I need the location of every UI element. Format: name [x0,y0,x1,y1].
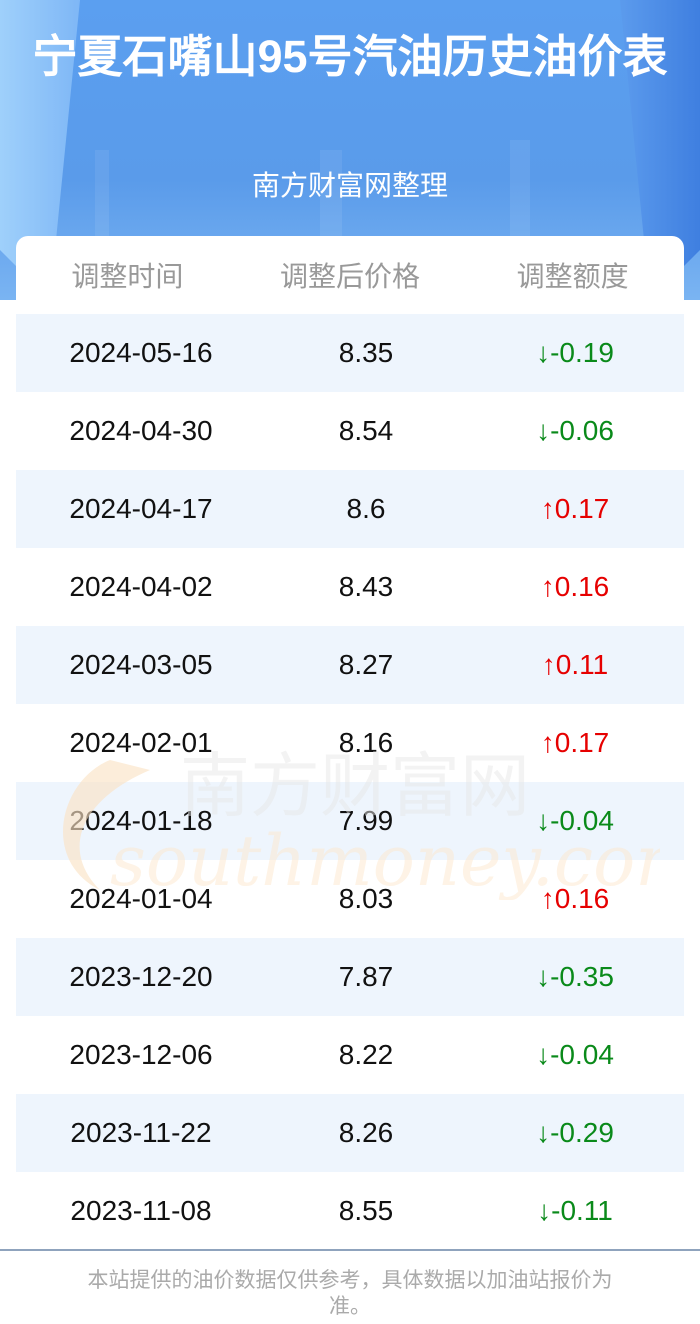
price-cell: 8.27 [338,649,394,680]
price-cell: 8.16 [338,727,394,758]
price-cell: 8.43 [338,571,394,602]
date-cell: 2024-04-17 [69,493,213,524]
date-cell: 2023-12-20 [69,961,213,992]
price-cell: 7.99 [338,805,394,836]
date-cell: 2024-01-04 [69,883,213,914]
change-cell: ↓-0.04 [536,1039,614,1070]
date-cell: 2024-04-02 [69,571,213,602]
price-cell: 8.03 [338,883,394,914]
change-cell: ↓-0.29 [536,1117,614,1148]
price-cell: 8.55 [338,1195,394,1226]
change-cell: ↑0.17 [540,727,610,758]
table-row: 2024-04-17 8.6 ↑0.17 [16,470,684,548]
table-row: 2024-02-01 8.16 ↑0.17 [16,704,684,782]
date-cell: 2023-11-08 [70,1195,212,1226]
price-cell: 8.54 [338,415,394,446]
table-row: 2023-11-08 8.55 ↓-0.11 [16,1172,684,1250]
date-cell: 2024-05-16 [69,337,213,368]
disclaimer: 本站提供的油价数据仅供参考，具体数据以加油站报价为准。 [87,1269,613,1318]
change-cell: ↓-0.11 [537,1195,613,1226]
table-row: 2024-04-02 8.43 ↑0.16 [16,548,684,626]
date-cell: 2024-01-18 [69,805,213,836]
date-cell: 2023-12-06 [69,1039,213,1070]
price-table: 调整时间 调整后价格 调整额度 2024-05-16 8.35 ↓-0.19 2024… [16,236,684,1250]
change-cell: ↓-0.06 [536,415,614,446]
footer-divider [0,1249,700,1251]
price-cell: 7.87 [338,961,394,992]
price-cell: 8.22 [338,1039,394,1070]
table-row: 2023-11-22 8.26 ↓-0.29 [16,1094,684,1172]
date-cell: 2024-03-05 [69,649,213,680]
table-row: 2024-04-30 8.54 ↓-0.06 [16,392,684,470]
change-cell: ↑0.16 [540,883,610,914]
table-row: 2023-12-06 8.22 ↓-0.04 [16,1016,684,1094]
table-header: 调整时间 调整后价格 调整额度 [16,236,684,314]
table-body: 2024-05-16 8.35 ↓-0.19 2024-04-30 8.54 ↓-0.06… [16,314,684,1250]
date-cell: 2024-04-30 [69,415,213,446]
change-cell: ↑0.17 [540,493,610,524]
change-cell: ↓-0.35 [536,961,614,992]
change-cell: ↑0.11 [541,649,609,680]
page-subtitle: 南方财富网整理 [251,170,448,201]
table-row: 2024-01-18 7.99 ↓-0.04 [16,782,684,860]
column-header-date: 调整时间 [71,261,184,292]
date-cell: 2024-02-01 [69,727,213,758]
change-cell: ↓-0.19 [536,337,614,368]
column-header-change: 调整额度 [516,261,629,292]
table-row: 2024-03-05 8.27 ↑0.11 [16,626,684,704]
change-cell: ↑0.16 [540,571,610,602]
table-row: 2024-05-16 8.35 ↓-0.19 [16,314,684,392]
column-header-price: 调整后价格 [280,261,421,292]
date-cell: 2023-11-22 [70,1117,212,1148]
table-row: 2024-01-04 8.03 ↑0.16 [16,860,684,938]
page-title: 宁夏石嘴山95号汽油历史油价表 [32,31,668,82]
price-cell: 8.35 [338,337,394,368]
change-cell: ↓-0.04 [536,805,614,836]
table-row: 2023-12-20 7.87 ↓-0.35 [16,938,684,1016]
price-cell: 8.26 [338,1117,394,1148]
price-cell: 8.6 [346,493,386,524]
